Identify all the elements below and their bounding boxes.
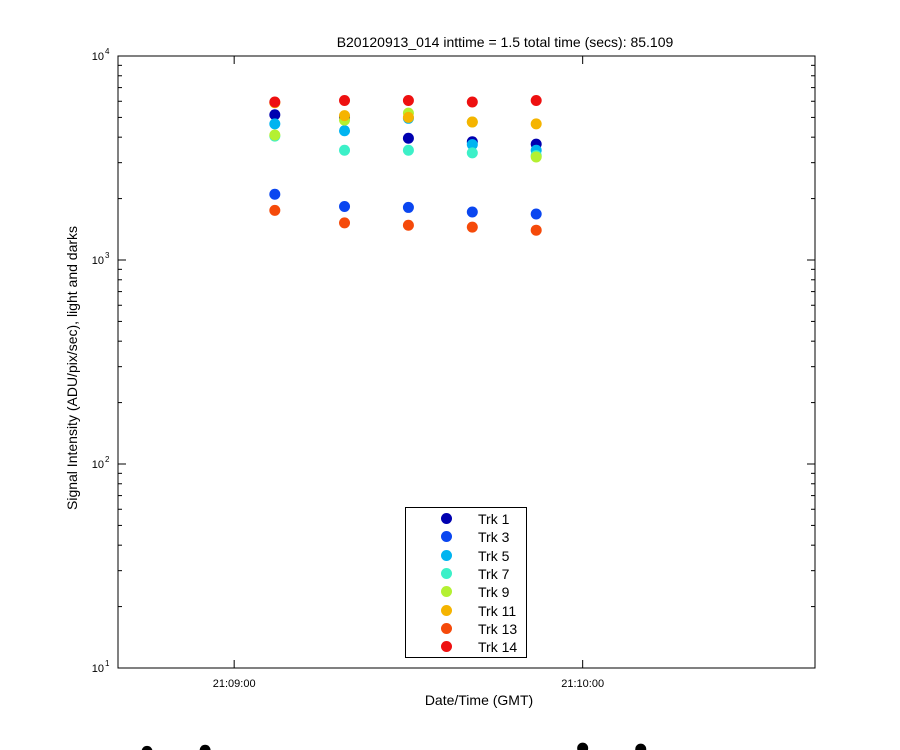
legend-item: Trk 13: [406, 620, 526, 638]
data-point: [466, 221, 478, 233]
legend-label: Trk 3: [478, 529, 510, 546]
x-tick-label: 21:09:00: [213, 678, 256, 690]
legend-label: Trk 1: [478, 511, 510, 527]
data-point: [402, 111, 414, 123]
y-tick-label-exponent: 3: [105, 251, 110, 260]
data-point: [402, 132, 414, 144]
y-axis-label: Signal Intensity (ADU/pix/sec), light an…: [64, 226, 80, 510]
data-point: [269, 96, 281, 108]
y-tick-label-base: 10: [92, 663, 104, 675]
data-points: [141, 95, 647, 750]
legend-label: Trk 11: [478, 602, 517, 619]
y-tick-label-exponent: 4: [105, 47, 110, 56]
chart-title: B20120913_014 inttime = 1.5 total time (…: [337, 34, 674, 50]
data-point: [466, 139, 478, 151]
dark-point: [577, 745, 588, 750]
data-point: [269, 204, 281, 216]
data-point: [402, 144, 414, 156]
legend-marker: [441, 549, 452, 561]
legend-marker: [441, 641, 452, 653]
data-point: [466, 206, 478, 218]
legend-label: Trk 9: [478, 584, 510, 601]
x-axis-label: Date/Time (GMT): [425, 692, 533, 708]
y-tick-label-base: 10: [92, 255, 104, 267]
data-point: [530, 151, 542, 163]
legend-label: Trk 5: [478, 547, 510, 564]
x-tick-label: 21:10:00: [561, 678, 604, 690]
data-point: [530, 208, 542, 220]
dark-point: [200, 747, 210, 750]
y-tick-label-base: 10: [92, 459, 104, 471]
y-tick-label-base: 10: [92, 51, 104, 63]
data-point: [269, 118, 281, 130]
legend-item: Trk 7: [406, 565, 526, 583]
legend-item: Trk 3: [406, 528, 526, 546]
data-point: [339, 217, 351, 229]
legend-item: Trk 9: [406, 583, 526, 601]
legend-item: Trk 5: [406, 547, 526, 565]
data-point: [269, 188, 281, 200]
y-tick-label-exponent: 2: [105, 455, 110, 464]
legend-label: Trk 14: [478, 639, 518, 656]
data-point: [339, 95, 351, 107]
data-point: [402, 95, 414, 107]
legend-item: Trk 1: [406, 510, 526, 528]
data-point: [466, 96, 478, 108]
y-tick-label-exponent: 1: [105, 659, 110, 668]
legend-label: Trk 13: [478, 620, 518, 637]
legend: Trk 1 Trk 3 Trk 5 Trk 7 Trk 9 Trk 11 Trk 13 Trk…: [405, 507, 527, 658]
data-point: [466, 147, 478, 159]
data-point: [339, 200, 351, 212]
data-point: [530, 224, 542, 236]
data-point: [402, 219, 414, 231]
legend-marker: [441, 531, 452, 543]
dark-point: [635, 747, 646, 750]
legend-marker: [441, 622, 452, 634]
data-point: [339, 125, 351, 137]
plot-frame: [117, 55, 816, 669]
legend-label: Trk 7: [478, 565, 510, 582]
data-point: [466, 116, 478, 128]
legend-item: Trk 11: [406, 602, 526, 620]
data-point: [269, 109, 281, 121]
data-point: [530, 118, 542, 130]
data-point: [402, 201, 414, 213]
legend-item: Trk 14: [406, 638, 526, 656]
legend-marker: [441, 586, 452, 598]
legend-marker: [441, 567, 452, 579]
data-point: [530, 95, 542, 107]
data-point: [339, 144, 351, 156]
legend-marker: [441, 604, 452, 616]
legend-marker: [441, 513, 452, 524]
data-point: [339, 110, 351, 122]
data-point: [269, 129, 281, 141]
